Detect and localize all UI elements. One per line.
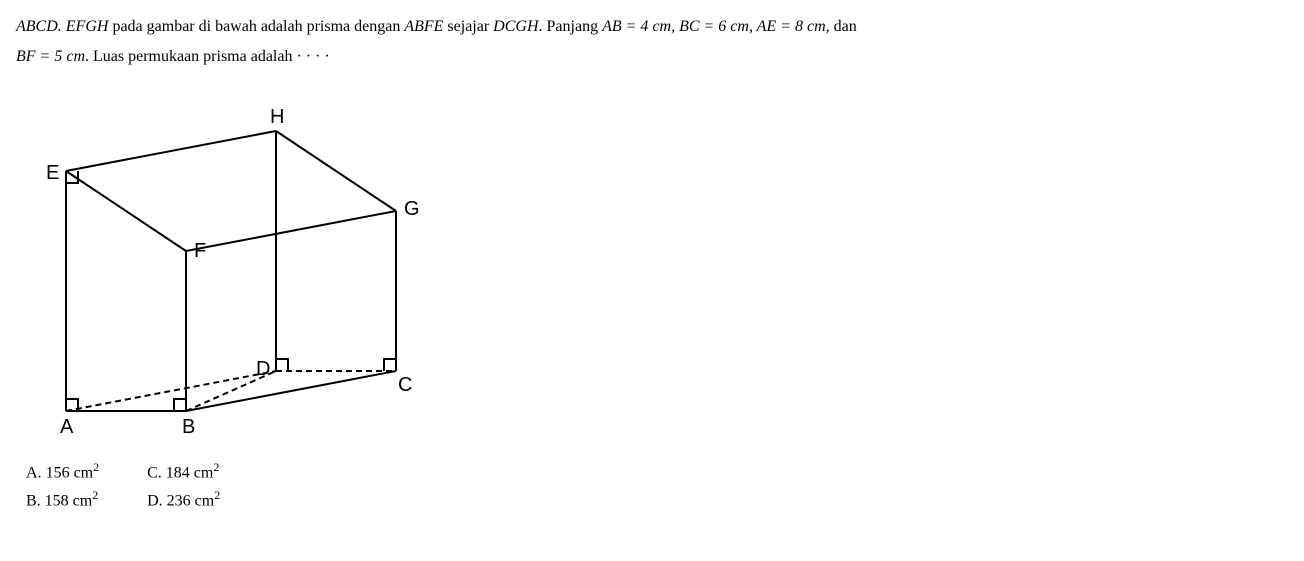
text-abcd-efgh: ABCD. EFGH	[16, 18, 108, 35]
answer-c-value: 184	[166, 464, 190, 481]
answer-b-value: 158	[45, 492, 69, 509]
answer-c-exp: 2	[213, 460, 219, 474]
answer-d-value: 236	[167, 492, 191, 509]
svg-text:D: D	[256, 358, 270, 380]
answer-c-letter: C.	[147, 464, 162, 481]
text-dimensions: AB = 4 cm, BC = 6 cm, AE = 8 cm,	[602, 18, 830, 35]
answer-options: A. 156 cm2 B. 158 cm2 C. 184 cm2 D. 236 …	[26, 460, 1288, 511]
answer-a: A. 156 cm2	[26, 460, 99, 482]
answer-a-exp: 2	[93, 460, 99, 474]
text-frag-3: . Panjang	[539, 18, 603, 35]
answer-c: C. 184 cm2	[147, 460, 220, 482]
text-abfe: ABFE	[404, 18, 443, 35]
answer-c-unit: cm	[194, 464, 214, 481]
text-frag-5: . Luas permukaan prisma adalah · · · ·	[85, 48, 330, 65]
prism-svg: A B C D E F G H	[26, 81, 446, 441]
svg-text:B: B	[182, 416, 195, 438]
svg-text:A: A	[60, 416, 74, 438]
answer-b-exp: 2	[92, 488, 98, 502]
answer-d-letter: D.	[147, 492, 163, 509]
svg-text:F: F	[194, 240, 206, 262]
answer-a-value: 156	[46, 464, 70, 481]
text-dcgh: DCGH	[493, 18, 538, 35]
answer-b-unit: cm	[73, 492, 93, 509]
text-frag-4: dan	[830, 18, 857, 35]
svg-text:C: C	[398, 374, 412, 396]
svg-text:H: H	[270, 106, 284, 128]
text-frag-2: sejajar	[443, 18, 493, 35]
svg-text:E: E	[46, 162, 59, 184]
prism-diagram: A B C D E F G H	[26, 81, 1288, 446]
answer-a-unit: cm	[74, 464, 94, 481]
answer-b: B. 158 cm2	[26, 488, 99, 510]
problem-statement: ABCD. EFGH pada gambar di bawah adalah p…	[16, 12, 1288, 73]
answer-a-letter: A.	[26, 464, 42, 481]
answer-d-exp: 2	[214, 488, 220, 502]
svg-text:G: G	[404, 198, 420, 220]
answer-d-unit: cm	[195, 492, 215, 509]
answer-col-2: C. 184 cm2 D. 236 cm2	[147, 460, 220, 511]
text-frag-1: pada gambar di bawah adalah prisma denga…	[108, 18, 404, 35]
answer-col-1: A. 156 cm2 B. 158 cm2	[26, 460, 99, 511]
answer-b-letter: B.	[26, 492, 41, 509]
answer-d: D. 236 cm2	[147, 488, 220, 510]
text-bf: BF = 5 cm	[16, 48, 85, 65]
